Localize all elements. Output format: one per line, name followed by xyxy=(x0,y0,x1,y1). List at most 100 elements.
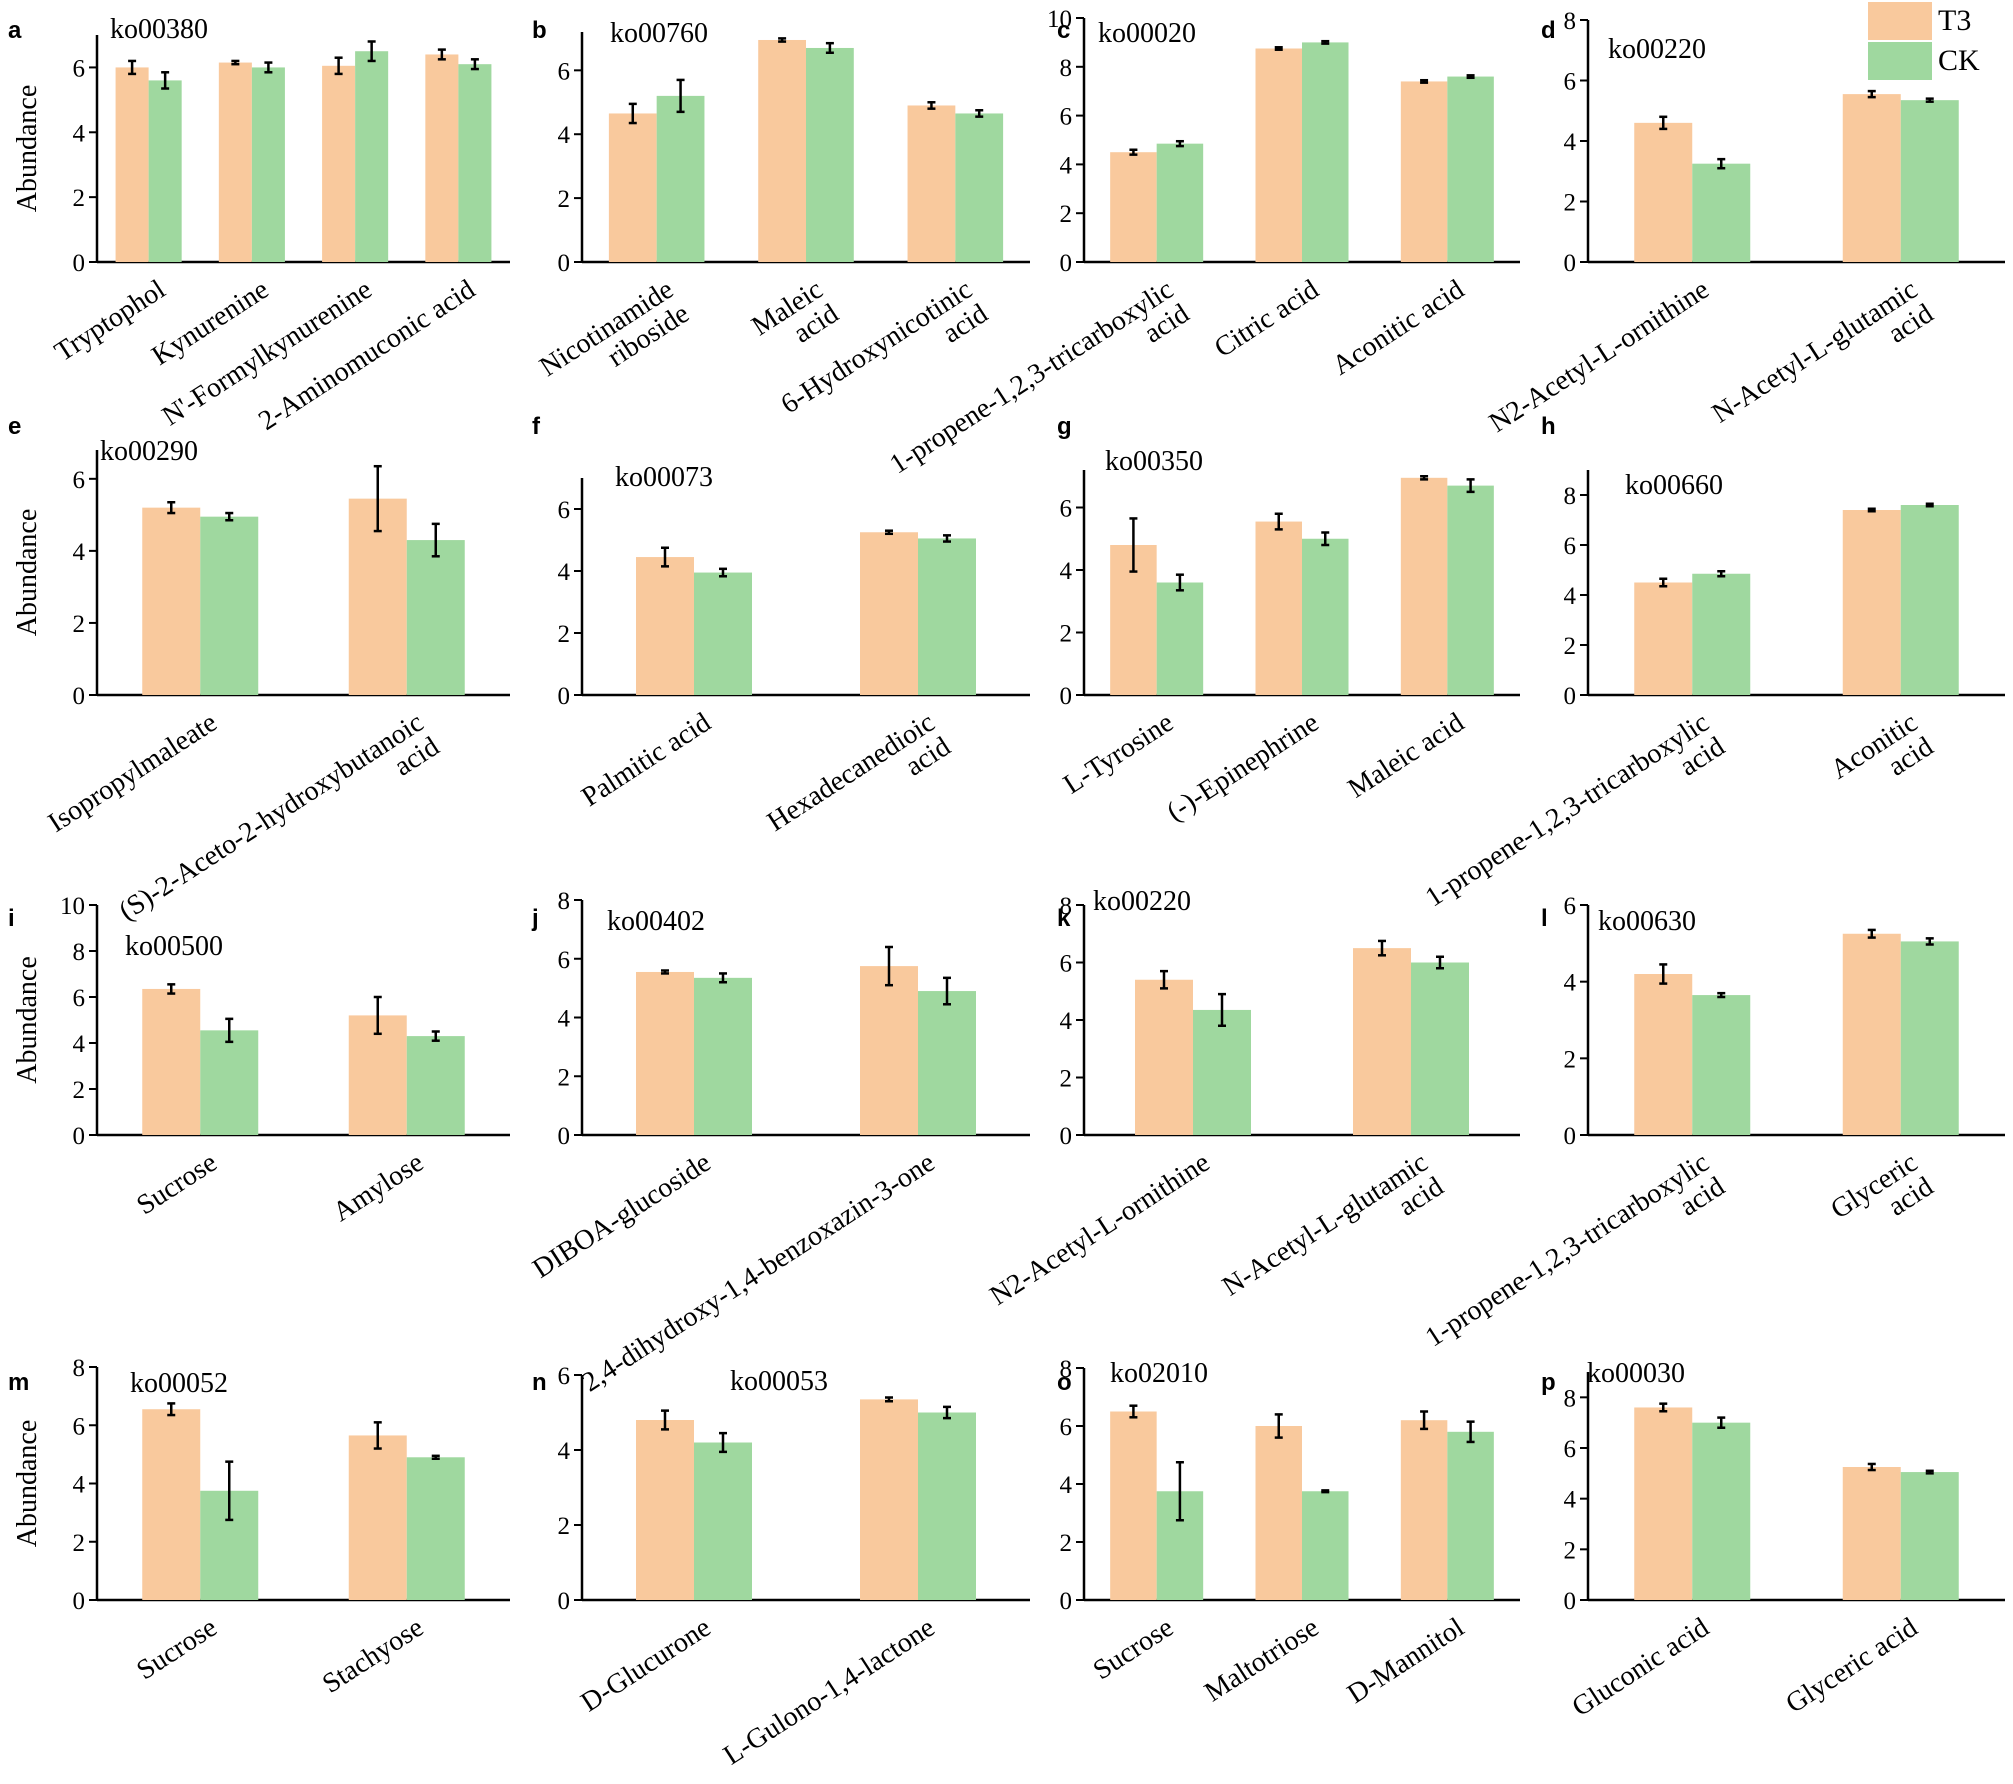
panel-letter-j: j xyxy=(531,905,539,932)
bar-b-t3-0 xyxy=(608,113,657,262)
pathway-label-n: ko00053 xyxy=(730,1366,828,1397)
panel-letter-h: h xyxy=(1541,413,1556,440)
category-label-e-0: Isopropylmaleate xyxy=(43,707,223,839)
pathway-label-h: ko00660 xyxy=(1625,470,1723,501)
category-label-f-0: Palmitic acid xyxy=(576,707,716,813)
category-label-j-0: DIBOA-glucoside xyxy=(527,1147,716,1285)
pathway-label-a: ko00380 xyxy=(110,14,208,45)
y-tick-label-d: 8 xyxy=(1564,8,1577,35)
bar-j-t3-0 xyxy=(636,971,694,1135)
pathway-label-d: ko00220 xyxy=(1608,34,1706,65)
bar-c-t3-0 xyxy=(1110,152,1157,262)
bar-g-ck-1 xyxy=(1302,538,1349,695)
bar-n-t3-1 xyxy=(860,1399,918,1600)
y-axis-label-m: Abundance xyxy=(12,1420,43,1548)
y-axis-label-a: Abundance xyxy=(12,85,43,213)
panel-letter-b: b xyxy=(532,17,547,44)
bar-g-ck-2 xyxy=(1447,485,1494,695)
y-tick-label-j: 4 xyxy=(558,1006,571,1033)
bar-k-t3-0 xyxy=(1135,979,1193,1135)
bar-l-ck-0 xyxy=(1692,995,1751,1135)
y-tick-label-l: 4 xyxy=(1564,970,1577,997)
y-tick-label-h: 0 xyxy=(1564,683,1577,710)
y-tick-label-p: 6 xyxy=(1564,1436,1577,1463)
y-tick-label-m: 4 xyxy=(73,1472,86,1499)
y-tick-label-b: 2 xyxy=(558,186,571,213)
y-tick-label-e: 2 xyxy=(73,611,86,638)
bar-p-t3-1 xyxy=(1842,1467,1901,1600)
y-tick-label-p: 0 xyxy=(1564,1588,1577,1615)
bar-o-ck-1 xyxy=(1302,1491,1349,1600)
y-tick-label-h: 6 xyxy=(1564,533,1577,560)
y-tick-label-n: 6 xyxy=(558,1363,571,1390)
bar-c-ck-1 xyxy=(1302,42,1349,263)
panel-letter-l: l xyxy=(1541,905,1548,932)
bar-f-t3-1 xyxy=(860,532,918,695)
y-tick-label-i: 10 xyxy=(60,893,85,920)
pathway-label-i: ko00500 xyxy=(125,931,223,962)
bar-o-ck-2 xyxy=(1447,1431,1494,1600)
y-tick-label-p: 2 xyxy=(1564,1537,1577,1564)
bar-e-t3-0 xyxy=(142,507,201,695)
y-tick-label-h: 8 xyxy=(1564,483,1577,510)
category-label-g-2: Maleic acid xyxy=(1343,707,1470,805)
y-tick-label-e: 0 xyxy=(73,683,86,710)
y-tick-label-i: 4 xyxy=(73,1031,86,1058)
bar-f-ck-1 xyxy=(918,538,976,695)
y-tick-label-d: 0 xyxy=(1564,250,1577,277)
pathway-label-e: ko00290 xyxy=(100,436,198,467)
y-tick-label-j: 8 xyxy=(558,888,571,915)
y-tick-label-e: 6 xyxy=(73,467,86,494)
bar-l-t3-1 xyxy=(1842,933,1901,1135)
y-tick-label-c: 0 xyxy=(1060,250,1073,277)
pathway-label-p: ko00030 xyxy=(1587,1358,1685,1389)
pathway-label-o: ko02010 xyxy=(1110,1358,1208,1389)
bar-e-ck-0 xyxy=(200,516,259,695)
y-tick-label-o: 4 xyxy=(1060,1472,1073,1499)
y-tick-label-j: 0 xyxy=(558,1123,571,1150)
y-axis-label-i: Abundance xyxy=(12,956,43,1084)
bar-b-ck-0 xyxy=(656,95,705,262)
pathway-label-b: ko00760 xyxy=(610,18,708,49)
y-tick-label-m: 2 xyxy=(73,1530,86,1557)
bar-a-ck-3 xyxy=(458,64,492,262)
bar-m-ck-1 xyxy=(406,1457,465,1600)
bar-c-t3-2 xyxy=(1400,81,1448,262)
y-tick-label-j: 6 xyxy=(558,947,571,974)
bar-a-t3-0 xyxy=(115,67,149,262)
bar-p-ck-1 xyxy=(1900,1472,1959,1600)
bar-g-ck-0 xyxy=(1156,582,1204,695)
y-tick-label-d: 2 xyxy=(1564,190,1577,217)
category-label-o-2: D-Mannitol xyxy=(1342,1612,1470,1710)
y-tick-label-c: 2 xyxy=(1060,201,1073,228)
y-tick-label-m: 8 xyxy=(73,1355,86,1382)
y-tick-label-c: 10 xyxy=(1047,6,1072,33)
y-tick-label-a: 4 xyxy=(73,120,86,147)
y-tick-label-n: 4 xyxy=(558,1438,571,1465)
bar-j-ck-1 xyxy=(918,991,976,1135)
pathway-label-f: ko00073 xyxy=(615,462,713,493)
legend-swatch-ck xyxy=(1868,42,1932,80)
category-label-l-0: 1-propene-1,2,3-tricarboxylic xyxy=(1420,1147,1715,1353)
category-label-i-1: Amylose xyxy=(327,1147,429,1228)
y-tick-label-n: 0 xyxy=(558,1588,571,1615)
y-tick-label-k: 8 xyxy=(1060,893,1073,920)
category-label-g-0: L-Tyrosine xyxy=(1058,707,1179,801)
category-label-m-0: Sucrose xyxy=(131,1612,222,1686)
bar-h-t3-0 xyxy=(1634,582,1693,695)
category-label-m-1: Stachyose xyxy=(317,1612,429,1700)
panel-letter-o: o xyxy=(1057,1369,1072,1396)
y-tick-label-f: 2 xyxy=(558,621,571,648)
bar-a-t3-2 xyxy=(322,65,356,262)
y-axis-label-e: Abundance xyxy=(12,509,43,637)
panel-letter-n: n xyxy=(532,1369,547,1396)
category-label-d-0: N2-Acetyl-L-ornithine xyxy=(1484,274,1715,439)
category-label-i-0: Sucrose xyxy=(131,1147,222,1221)
pathway-label-c: ko00020 xyxy=(1098,18,1196,49)
bar-k-t3-1 xyxy=(1353,948,1411,1135)
pathway-label-g: ko00350 xyxy=(1105,446,1203,477)
category-label-h-0: 1-propene-1,2,3-tricarboxylic xyxy=(1420,707,1715,913)
y-tick-label-i: 0 xyxy=(73,1123,86,1150)
y-tick-label-o: 0 xyxy=(1060,1588,1073,1615)
